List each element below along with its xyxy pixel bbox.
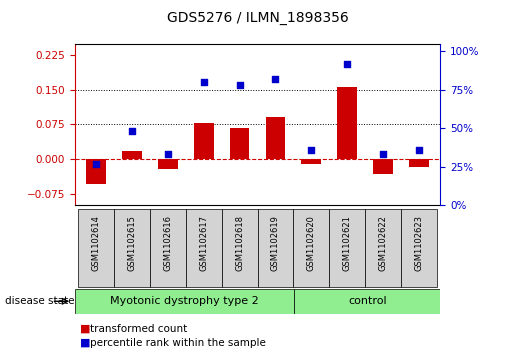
Bar — [373, 159, 393, 174]
Text: GSM1102621: GSM1102621 — [342, 215, 352, 271]
Point — [343, 61, 351, 66]
Point — [415, 147, 423, 152]
Bar — [78, 209, 114, 287]
Text: disease state: disease state — [5, 296, 75, 306]
Text: GDS5276 / ILMN_1898356: GDS5276 / ILMN_1898356 — [167, 11, 348, 25]
Bar — [266, 117, 285, 159]
Bar — [87, 159, 106, 184]
Point — [235, 82, 244, 88]
Text: GSM1102617: GSM1102617 — [199, 215, 208, 271]
Text: ■: ■ — [80, 323, 90, 334]
Point — [92, 161, 100, 167]
Text: transformed count: transformed count — [90, 323, 187, 334]
Text: GSM1102619: GSM1102619 — [271, 215, 280, 271]
Point — [200, 79, 208, 85]
Bar — [158, 159, 178, 169]
Bar — [337, 87, 357, 159]
Text: GSM1102622: GSM1102622 — [379, 215, 387, 271]
Bar — [401, 209, 437, 287]
Text: ■: ■ — [80, 338, 90, 348]
Text: GSM1102623: GSM1102623 — [414, 215, 423, 271]
Text: GSM1102616: GSM1102616 — [163, 215, 173, 271]
Bar — [114, 209, 150, 287]
Text: GSM1102614: GSM1102614 — [92, 215, 101, 271]
Text: GSM1102620: GSM1102620 — [307, 215, 316, 271]
Bar — [258, 209, 294, 287]
Point — [164, 151, 172, 157]
Text: control: control — [348, 296, 386, 306]
Bar — [294, 209, 329, 287]
Bar — [194, 123, 214, 159]
Text: percentile rank within the sample: percentile rank within the sample — [90, 338, 266, 348]
Bar — [186, 209, 221, 287]
Bar — [230, 127, 249, 159]
Bar — [122, 151, 142, 159]
Point — [307, 147, 315, 152]
Text: GSM1102618: GSM1102618 — [235, 215, 244, 271]
Bar — [221, 209, 258, 287]
Bar — [409, 159, 428, 167]
Text: GSM1102615: GSM1102615 — [128, 215, 136, 271]
Bar — [365, 209, 401, 287]
Text: Myotonic dystrophy type 2: Myotonic dystrophy type 2 — [110, 296, 259, 306]
Point — [379, 151, 387, 157]
Bar — [75, 289, 294, 314]
Bar — [301, 159, 321, 164]
Bar — [294, 289, 440, 314]
Point — [271, 76, 280, 82]
Bar — [150, 209, 186, 287]
Point — [128, 129, 136, 134]
Bar — [329, 209, 365, 287]
